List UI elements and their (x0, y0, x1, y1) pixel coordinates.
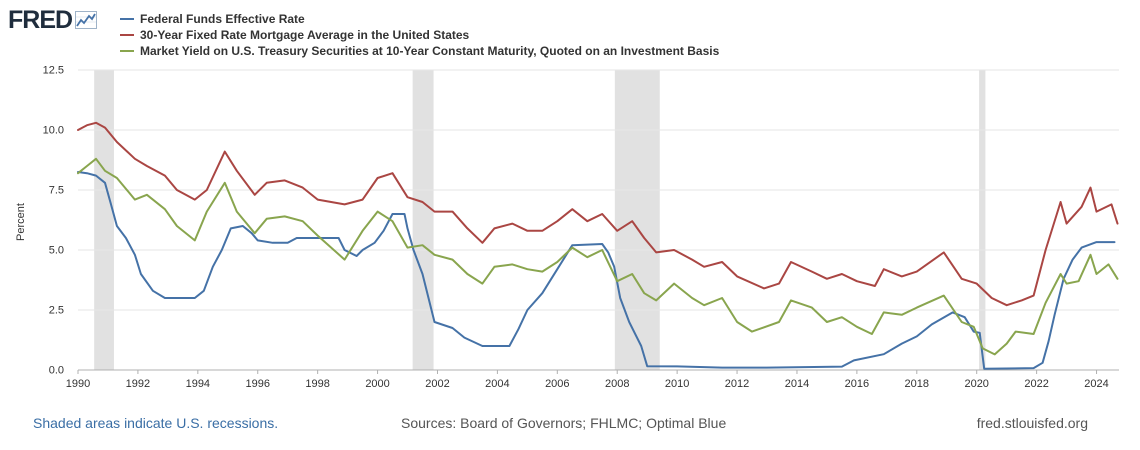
trend-graph-icon (75, 11, 98, 29)
x-axis-ticks: 1990 1992 1994 1996 1998 2000 2002 2004 2006 2008… (66, 370, 1109, 390)
x-tick-label: 1996 (245, 378, 269, 390)
x-tick-label: 2006 (545, 378, 569, 390)
x-tick-label: 2016 (845, 378, 869, 390)
legend-swatch-treasury (120, 50, 134, 52)
fred-logo[interactable]: FRED (8, 6, 98, 34)
recession-band-1 (94, 70, 114, 370)
sources-text: Sources: Board of Governors; FHLMC; Opti… (401, 415, 727, 431)
site-link[interactable]: fred.stlouisfed.org (976, 415, 1088, 431)
x-tick-label: 2004 (485, 378, 509, 390)
series-lines (77, 121, 1119, 370)
x-tick-label: 1990 (66, 378, 90, 390)
recession-band-3 (614, 70, 660, 370)
series-line-mortgage[interactable] (77, 121, 1119, 307)
x-tick-label: 2000 (365, 378, 389, 390)
x-tick-label: 2002 (425, 378, 449, 390)
fred-logo-text: FRED (8, 6, 73, 34)
y-tick-label: 10.0 (43, 125, 64, 137)
legend-item-fedfunds[interactable]: Federal Funds Effective Rate (120, 11, 719, 27)
x-tick-label: 1992 (126, 378, 150, 390)
chart-legend: Federal Funds Effective Rate 30-Year Fix… (120, 11, 719, 59)
y-tick-label: 7.5 (49, 185, 64, 197)
y-tick-label: 5.0 (49, 245, 64, 257)
legend-swatch-fedfunds (120, 18, 134, 20)
chart-footer: Shaded areas indicate U.S. recessions. S… (0, 415, 1140, 435)
legend-swatch-mortgage (120, 34, 134, 36)
x-tick-label: 2012 (725, 378, 749, 390)
x-tick-label: 1994 (186, 378, 210, 390)
x-tick-label: 2008 (605, 378, 629, 390)
line-chart[interactable]: 0.02.55.07.510.012.5 1990 1992 1994 1996 199… (0, 60, 1140, 400)
x-tick-label: 2010 (665, 378, 689, 390)
y-axis-ticks: 0.0 2.5 5.0 7.5 10.0 12.5 (43, 65, 64, 377)
gridlines (78, 69, 1119, 371)
x-tick-label: 1998 (305, 378, 329, 390)
x-tick-label: 2014 (785, 378, 809, 390)
legend-label-treasury: Market Yield on U.S. Treasury Securities… (140, 44, 720, 58)
recession-band-2 (412, 70, 434, 370)
legend-label-fedfunds: Federal Funds Effective Rate (140, 12, 305, 26)
legend-label-mortgage: 30-Year Fixed Rate Mortgage Average in t… (140, 28, 470, 42)
series-line-treasury[interactable] (77, 157, 1119, 356)
recession-band-4 (979, 70, 986, 370)
y-axis-title: Percent (15, 203, 27, 241)
y-tick-label: 12.5 (43, 65, 64, 77)
chart-header: FRED Federal Funds Effective Rate 30-Yea… (0, 0, 1140, 60)
y-tick-label: 0.0 (49, 365, 64, 377)
x-tick-label: 2024 (1084, 378, 1108, 390)
x-tick-label: 2022 (1024, 378, 1048, 390)
recession-shading-group (94, 70, 986, 370)
legend-item-mortgage[interactable]: 30-Year Fixed Rate Mortgage Average in t… (120, 27, 719, 43)
legend-item-treasury[interactable]: Market Yield on U.S. Treasury Securities… (120, 43, 719, 59)
x-tick-label: 2020 (964, 378, 988, 390)
recession-note: Shaded areas indicate U.S. recessions. (33, 415, 279, 431)
y-tick-label: 2.5 (49, 305, 64, 317)
x-tick-label: 2018 (905, 378, 929, 390)
